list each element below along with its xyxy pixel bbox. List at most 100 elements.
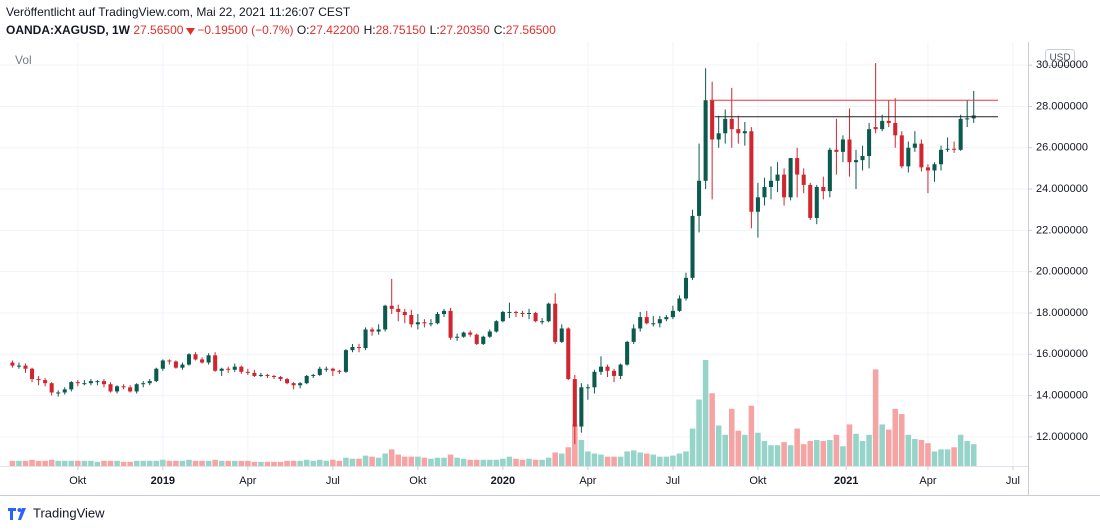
volume-bar — [290, 460, 297, 466]
candle-body — [618, 364, 623, 376]
published-line: Veröffentlicht auf TradingView.com, Mai … — [6, 5, 350, 19]
candle-body — [710, 100, 715, 140]
volume-bar — [231, 460, 238, 466]
logo-part — [17, 508, 22, 512]
volume-bar — [284, 460, 290, 466]
candle-body — [134, 384, 139, 392]
volume-bar — [317, 459, 323, 466]
candle-body — [298, 383, 303, 386]
volume-bar — [330, 459, 336, 466]
candle-body — [278, 376, 283, 380]
candle-body — [507, 311, 512, 313]
ohlc-value: 28.75150 — [375, 23, 426, 37]
volume-bar — [140, 460, 146, 466]
volume-bar — [957, 434, 964, 466]
volume-bar — [218, 460, 225, 466]
candle-body — [886, 120, 891, 123]
candle-body — [775, 174, 780, 181]
candle-body — [376, 329, 381, 332]
volume-bar — [578, 440, 585, 466]
y-tick-label: 20.000000 — [1036, 266, 1088, 278]
volume-bar — [755, 432, 761, 466]
volume-bar — [702, 360, 709, 466]
candle-body — [788, 158, 793, 198]
last-price: 27.56500 — [133, 23, 184, 37]
candle-body — [579, 387, 584, 427]
volume-bar — [630, 450, 637, 466]
volume-bar — [696, 399, 702, 466]
x-tick-label: Jul — [666, 475, 680, 487]
candle-body — [867, 129, 872, 157]
volume-bar — [827, 440, 833, 466]
volume-bar — [742, 434, 748, 466]
candle-body — [965, 118, 970, 120]
price-change: −0.19500 (−0.7%) — [197, 23, 294, 37]
candle-body — [755, 197, 760, 212]
logo-part — [8, 508, 16, 520]
candle-body — [415, 322, 420, 325]
currency-label: USD — [1049, 53, 1070, 64]
volume-bar — [899, 414, 905, 466]
candle-body — [677, 298, 682, 311]
y-tick-label: 24.000000 — [1036, 183, 1088, 195]
candle-body — [762, 186, 767, 198]
volume-bar — [9, 460, 16, 466]
volume-bar — [840, 446, 846, 466]
candle-body — [160, 360, 165, 369]
volume-bar — [199, 460, 205, 466]
candle-body — [827, 149, 832, 192]
candle-body — [932, 164, 937, 171]
candle-body — [487, 331, 492, 337]
candle-body — [553, 303, 558, 342]
candle-body — [232, 366, 237, 370]
volume-bar — [526, 458, 532, 466]
candle-body — [30, 368, 35, 380]
candle-body — [736, 129, 741, 134]
volume-bar — [388, 449, 395, 466]
candle-body — [389, 305, 394, 309]
candle-body — [363, 329, 368, 349]
volume-bar — [271, 461, 277, 466]
candle-body — [337, 370, 342, 372]
y-tick-label: 12.000000 — [1036, 431, 1088, 443]
currency-box[interactable] — [1045, 49, 1075, 66]
candle-body — [795, 158, 800, 175]
volume-bar — [820, 441, 827, 466]
volume-bar — [768, 445, 774, 466]
volume-bar — [258, 461, 264, 466]
candle-body — [644, 317, 649, 324]
volume-bar — [205, 460, 212, 466]
candle-body — [657, 319, 662, 324]
candle-body — [919, 143, 924, 168]
candle-body — [271, 375, 277, 377]
candle-body — [683, 277, 689, 299]
volume-bar — [709, 393, 715, 466]
x-tick-label: Jul — [1006, 475, 1020, 487]
volume-bar — [225, 460, 231, 466]
volume-bar — [624, 451, 630, 466]
candle-body — [154, 368, 159, 382]
candle-body — [370, 329, 375, 332]
ohlc-label: O: — [296, 23, 310, 37]
candle-body — [206, 355, 211, 363]
candle-body — [435, 313, 440, 324]
candle-body — [121, 386, 126, 388]
brand-logo — [8, 508, 26, 520]
candle-body — [10, 362, 15, 366]
candle-body — [697, 180, 702, 216]
x-tick-label: Jul — [326, 475, 340, 487]
x-tick-label: Apr — [919, 475, 936, 487]
candle-body — [938, 149, 944, 165]
candle-body — [265, 374, 270, 376]
candle-body — [814, 186, 819, 218]
candle-body — [958, 118, 963, 150]
y-tick-label: 16.000000 — [1036, 348, 1088, 360]
candle-body — [801, 174, 806, 185]
volume-bar — [101, 460, 107, 466]
candle-body — [95, 381, 100, 383]
symbol-line: OANDA:XAGUSD, 1W 27.56500 −0.19500 (−0.7%… — [6, 23, 556, 37]
volume-bar — [846, 424, 853, 466]
candle-body — [912, 143, 917, 148]
volume-bar — [866, 434, 872, 466]
volume-bar — [807, 441, 814, 466]
